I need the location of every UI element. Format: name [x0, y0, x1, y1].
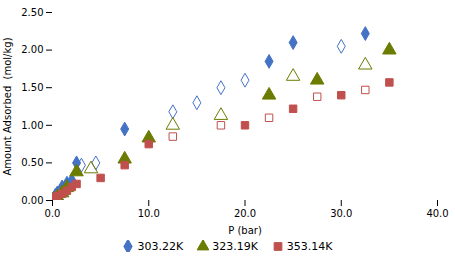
svg-text:Amount Adsorbed (mol/kg): Amount Adsorbed (mol/kg)	[2, 37, 13, 175]
svg-text:40.0: 40.0	[426, 208, 448, 219]
svg-text:P (bar): P (bar)	[228, 225, 262, 236]
svg-text:1.00: 1.00	[21, 120, 43, 131]
svg-text:2.00: 2.00	[21, 44, 43, 55]
svg-text:10.0: 10.0	[138, 208, 160, 219]
html-text:323.19K: 323.19K	[212, 239, 258, 253]
svg-text:1.50: 1.50	[21, 82, 43, 93]
html-text:353.14K: 353.14K	[286, 239, 333, 253]
html-text:303.22K: 303.22K	[137, 239, 184, 253]
svg-text:20.0: 20.0	[234, 208, 256, 219]
svg-text:0.00: 0.00	[21, 195, 43, 206]
svg-text:0.0: 0.0	[45, 208, 61, 219]
svg-text:2.50: 2.50	[21, 7, 43, 18]
svg-text:30.0: 30.0	[330, 208, 352, 219]
svg-text:0.50: 0.50	[21, 157, 43, 168]
